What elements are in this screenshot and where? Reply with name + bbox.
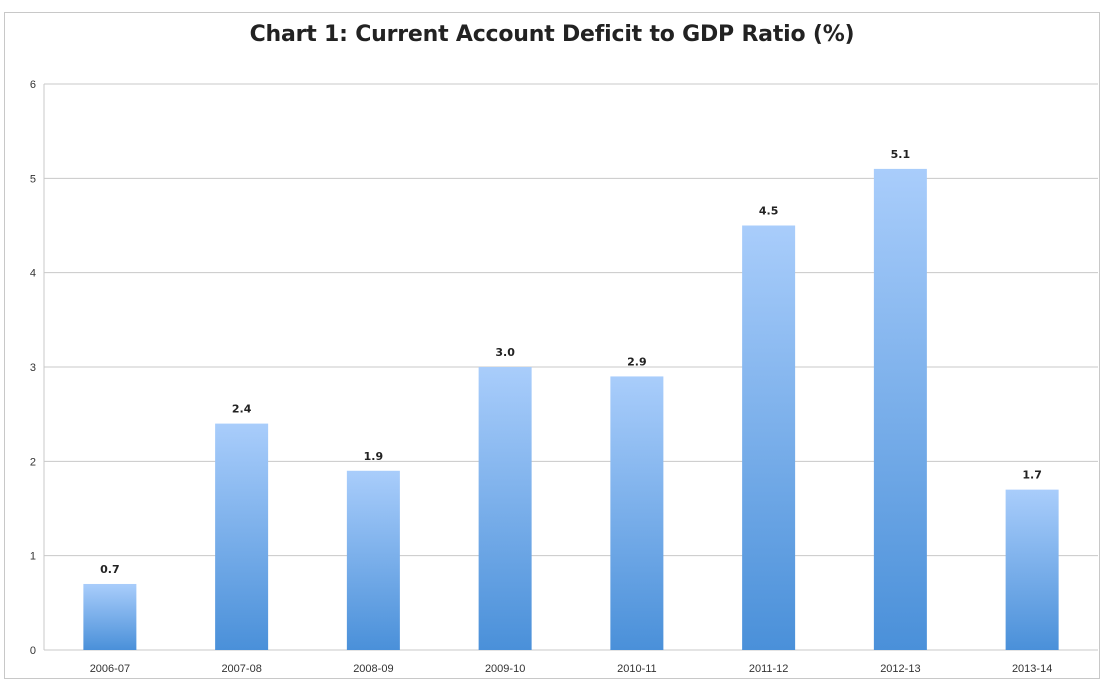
data-label-2011-12: 4.5 bbox=[759, 205, 779, 218]
bar-2011-12 bbox=[742, 225, 796, 650]
data-label-2009-10: 3.0 bbox=[495, 346, 515, 359]
y-tick-label: 5 bbox=[30, 173, 36, 185]
bar-2009-10 bbox=[478, 367, 532, 650]
y-axis-ticks: 0 1 2 3 4 5 6 bbox=[30, 79, 36, 657]
data-label-2008-09: 1.9 bbox=[364, 450, 384, 463]
bar-2006-07 bbox=[83, 583, 137, 650]
x-tick-label: 2011-12 bbox=[749, 663, 789, 675]
y-tick-label: 4 bbox=[30, 268, 36, 280]
x-tick-label: 2010-11 bbox=[617, 663, 657, 675]
bar-2013-14 bbox=[1005, 489, 1059, 650]
data-label-2010-11: 2.9 bbox=[627, 355, 647, 368]
x-axis-ticks: 2006-07 2007-08 2008-09 2009-10 2010-11 2011-… bbox=[90, 663, 1053, 675]
bar-2008-09 bbox=[346, 470, 400, 650]
x-tick-label: 2006-07 bbox=[90, 663, 130, 675]
y-tick-label: 0 bbox=[30, 645, 36, 657]
y-tick-label: 3 bbox=[30, 362, 36, 374]
data-label-2012-13: 5.1 bbox=[891, 148, 911, 161]
y-tick-label: 6 bbox=[30, 79, 36, 91]
x-tick-label: 2012-13 bbox=[880, 663, 920, 675]
data-label-2013-14: 1.7 bbox=[1022, 469, 1042, 482]
bars bbox=[83, 168, 1059, 650]
x-tick-label: 2009-10 bbox=[485, 663, 525, 675]
x-tick-label: 2007-08 bbox=[221, 663, 261, 675]
data-label-2006-07: 0.7 bbox=[100, 563, 120, 576]
y-tick-label: 2 bbox=[30, 456, 36, 468]
chart-title: Chart 1: Current Account Deficit to GDP … bbox=[249, 22, 855, 47]
x-tick-label: 2008-09 bbox=[353, 663, 393, 675]
data-labels: 0.7 2.4 1.9 3.0 2.9 4.5 5.1 1.7 bbox=[100, 148, 1042, 576]
x-tick-label: 2013-14 bbox=[1012, 663, 1052, 675]
y-tick-label: 1 bbox=[30, 551, 36, 563]
data-label-2007-08: 2.4 bbox=[232, 403, 252, 416]
bar-2007-08 bbox=[215, 423, 269, 650]
gridlines bbox=[43, 83, 1098, 651]
bar-2010-11 bbox=[610, 376, 664, 650]
bar-2012-13 bbox=[873, 168, 927, 650]
